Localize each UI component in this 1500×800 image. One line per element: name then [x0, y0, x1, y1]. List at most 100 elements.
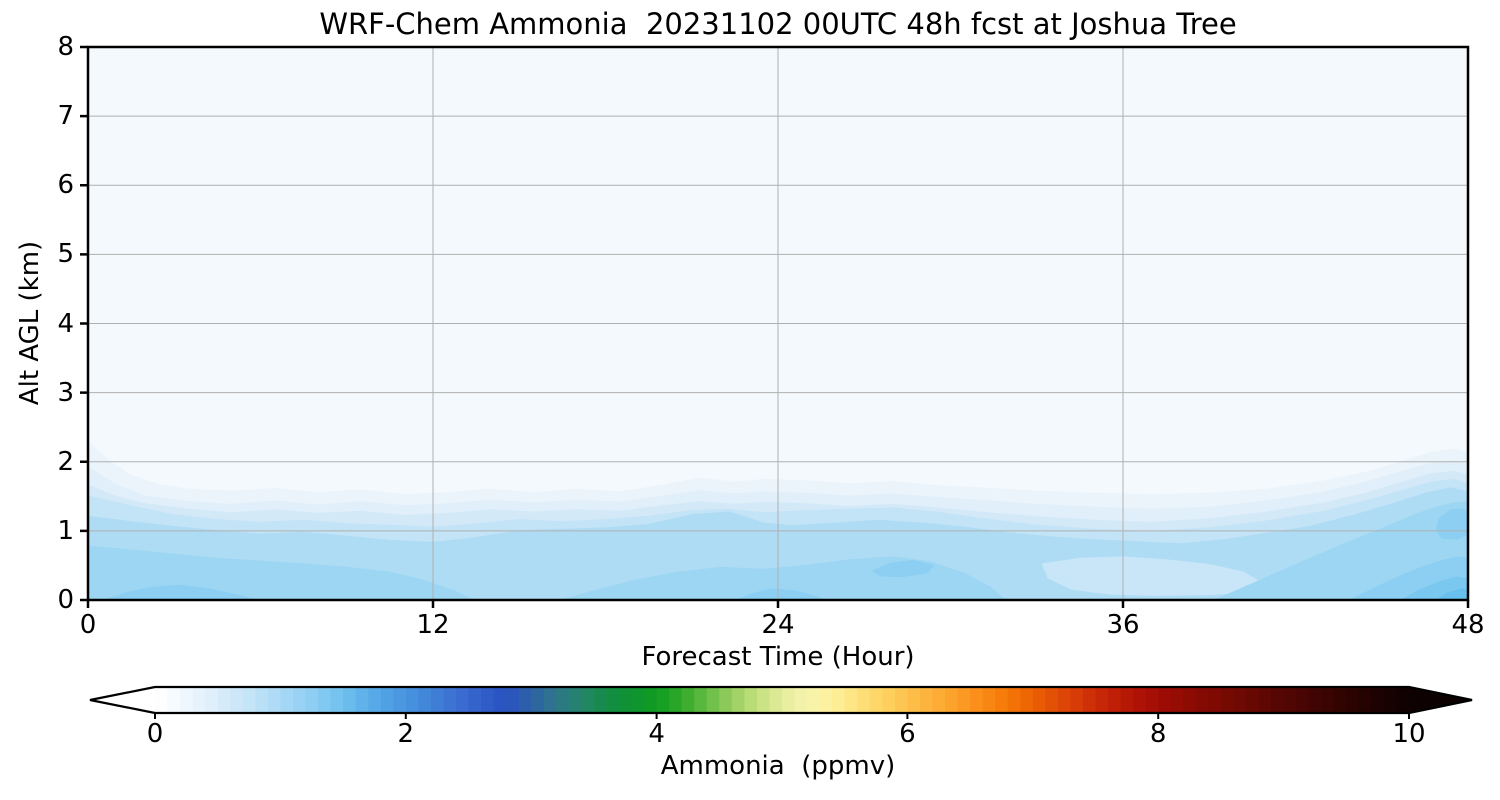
colorbar-segment: [1095, 687, 1109, 713]
colorbar-tick-label: 0: [146, 719, 164, 749]
contour-band: [737, 588, 825, 600]
y-tick-label: 6: [57, 170, 74, 201]
colorbar-segment: [506, 687, 520, 713]
colorbar-segment: [794, 687, 808, 713]
colorbar-segment: [618, 687, 633, 713]
colorbar-segment: [1358, 687, 1372, 713]
colorbar-segment: [1057, 687, 1072, 713]
colorbar-segment: [192, 687, 206, 713]
colorbar-segment: [405, 687, 419, 713]
colorbar-segment: [807, 687, 821, 713]
colorbar-segment: [230, 687, 244, 713]
colorbar-segment: [907, 687, 921, 713]
colorbar-segment: [305, 687, 319, 713]
colorbar-segment: [1208, 687, 1222, 713]
colorbar-segment: [430, 687, 445, 713]
colorbar-label: Ammonia (ppmv): [660, 751, 896, 781]
colorbar-segment: [631, 687, 645, 713]
axis-ticks: [80, 45, 1470, 608]
colorbar-segment: [606, 687, 620, 713]
colorbar-segment: [418, 687, 432, 713]
colorbar-segment: [1070, 687, 1084, 713]
colorbar-segment: [518, 687, 532, 713]
colorbar-segment: [1271, 687, 1285, 713]
colorbar-segment: [343, 687, 357, 713]
y-tick-label: 5: [57, 239, 74, 270]
colorbar-segment: [1371, 687, 1385, 713]
colorbar-segment: [1195, 687, 1209, 713]
colorbar-segment: [945, 687, 959, 713]
x-tick-label: 0: [79, 610, 97, 640]
colorbar-segment: [242, 687, 256, 713]
colorbar-segment: [1032, 687, 1046, 713]
x-tick-label: 12: [416, 610, 450, 640]
colorbar-segment: [1245, 687, 1260, 713]
colorbar-tick-label: 4: [648, 719, 665, 749]
colorbar-segment: [493, 687, 507, 713]
colorbar-segment: [1396, 687, 1410, 713]
colorbar-segment: [180, 687, 194, 713]
colorbar-segment: [280, 687, 294, 713]
colorbar-segment: [832, 687, 846, 713]
colorbar-segment: [744, 687, 758, 713]
colorbar-segment: [656, 687, 670, 713]
colorbar-segment: [970, 687, 984, 713]
colorbar: [89, 685, 1473, 719]
colorbar-segment: [581, 687, 595, 713]
colorbar-segment: [1082, 687, 1097, 713]
colorbar-segment: [330, 687, 344, 713]
colorbar-segment: [1183, 687, 1197, 713]
colorbar-segment: [1145, 687, 1159, 713]
colorbar-segment: [706, 687, 720, 713]
colorbar-segment: [1133, 687, 1147, 713]
colorbar-segment: [217, 687, 231, 713]
colorbar-segment: [1258, 687, 1272, 713]
colorbar-segment: [1170, 687, 1184, 713]
y-tick-label: 3: [57, 377, 74, 408]
colorbar-segment: [982, 687, 996, 713]
y-tick-label: 7: [57, 101, 74, 132]
colorbar-segment: [255, 687, 269, 713]
x-axis-label: Forecast Time (Hour): [641, 642, 915, 672]
colorbar-tick-label: 10: [1392, 719, 1426, 749]
colorbar-segment: [819, 687, 833, 713]
colorbar-segment: [719, 687, 733, 713]
colorbar-segment: [267, 687, 281, 713]
colorbar-segment: [782, 687, 796, 713]
colorbar-segment: [292, 687, 307, 713]
x-tick-label: 24: [761, 610, 795, 640]
colorbar-segment: [731, 687, 745, 713]
colorbar-segment: [593, 687, 608, 713]
colorbar-segment: [155, 687, 169, 713]
y-tick-label: 0: [57, 585, 74, 615]
gridlines: [88, 47, 1468, 600]
colorbar-segment: [556, 687, 570, 713]
colorbar-segment: [857, 687, 871, 713]
chart-title: WRF-Chem Ammonia 20231102 00UTC 48h fcst…: [319, 7, 1237, 41]
colorbar-segment: [919, 687, 934, 713]
colorbar-segment: [1045, 687, 1059, 713]
colorbar-segment: [769, 687, 783, 713]
colorbar-segment: [694, 687, 708, 713]
colorbar-segment: [1158, 687, 1172, 713]
colorbar-segment: [882, 687, 896, 713]
colorbar-tick-label: 6: [899, 719, 916, 749]
colorbar-segment: [1308, 687, 1322, 713]
colorbar-segment: [957, 687, 971, 713]
colorbar-segment: [355, 687, 369, 713]
contour-band: [1435, 508, 1468, 540]
colorbar-segment: [932, 687, 946, 713]
colorbar-segment: [1321, 687, 1335, 713]
y-tick-label: 1: [57, 515, 74, 546]
colorbar-segment: [368, 687, 382, 713]
contour-band: [1435, 588, 1468, 600]
colorbar-segment: [205, 687, 219, 713]
colorbar-segment: [380, 687, 394, 713]
y-tick-label: 2: [57, 446, 74, 477]
colorbar-segment: [468, 687, 482, 713]
colorbar-segment: [644, 687, 658, 713]
colorbar-segment: [756, 687, 771, 713]
colorbar-segment: [1220, 687, 1235, 713]
